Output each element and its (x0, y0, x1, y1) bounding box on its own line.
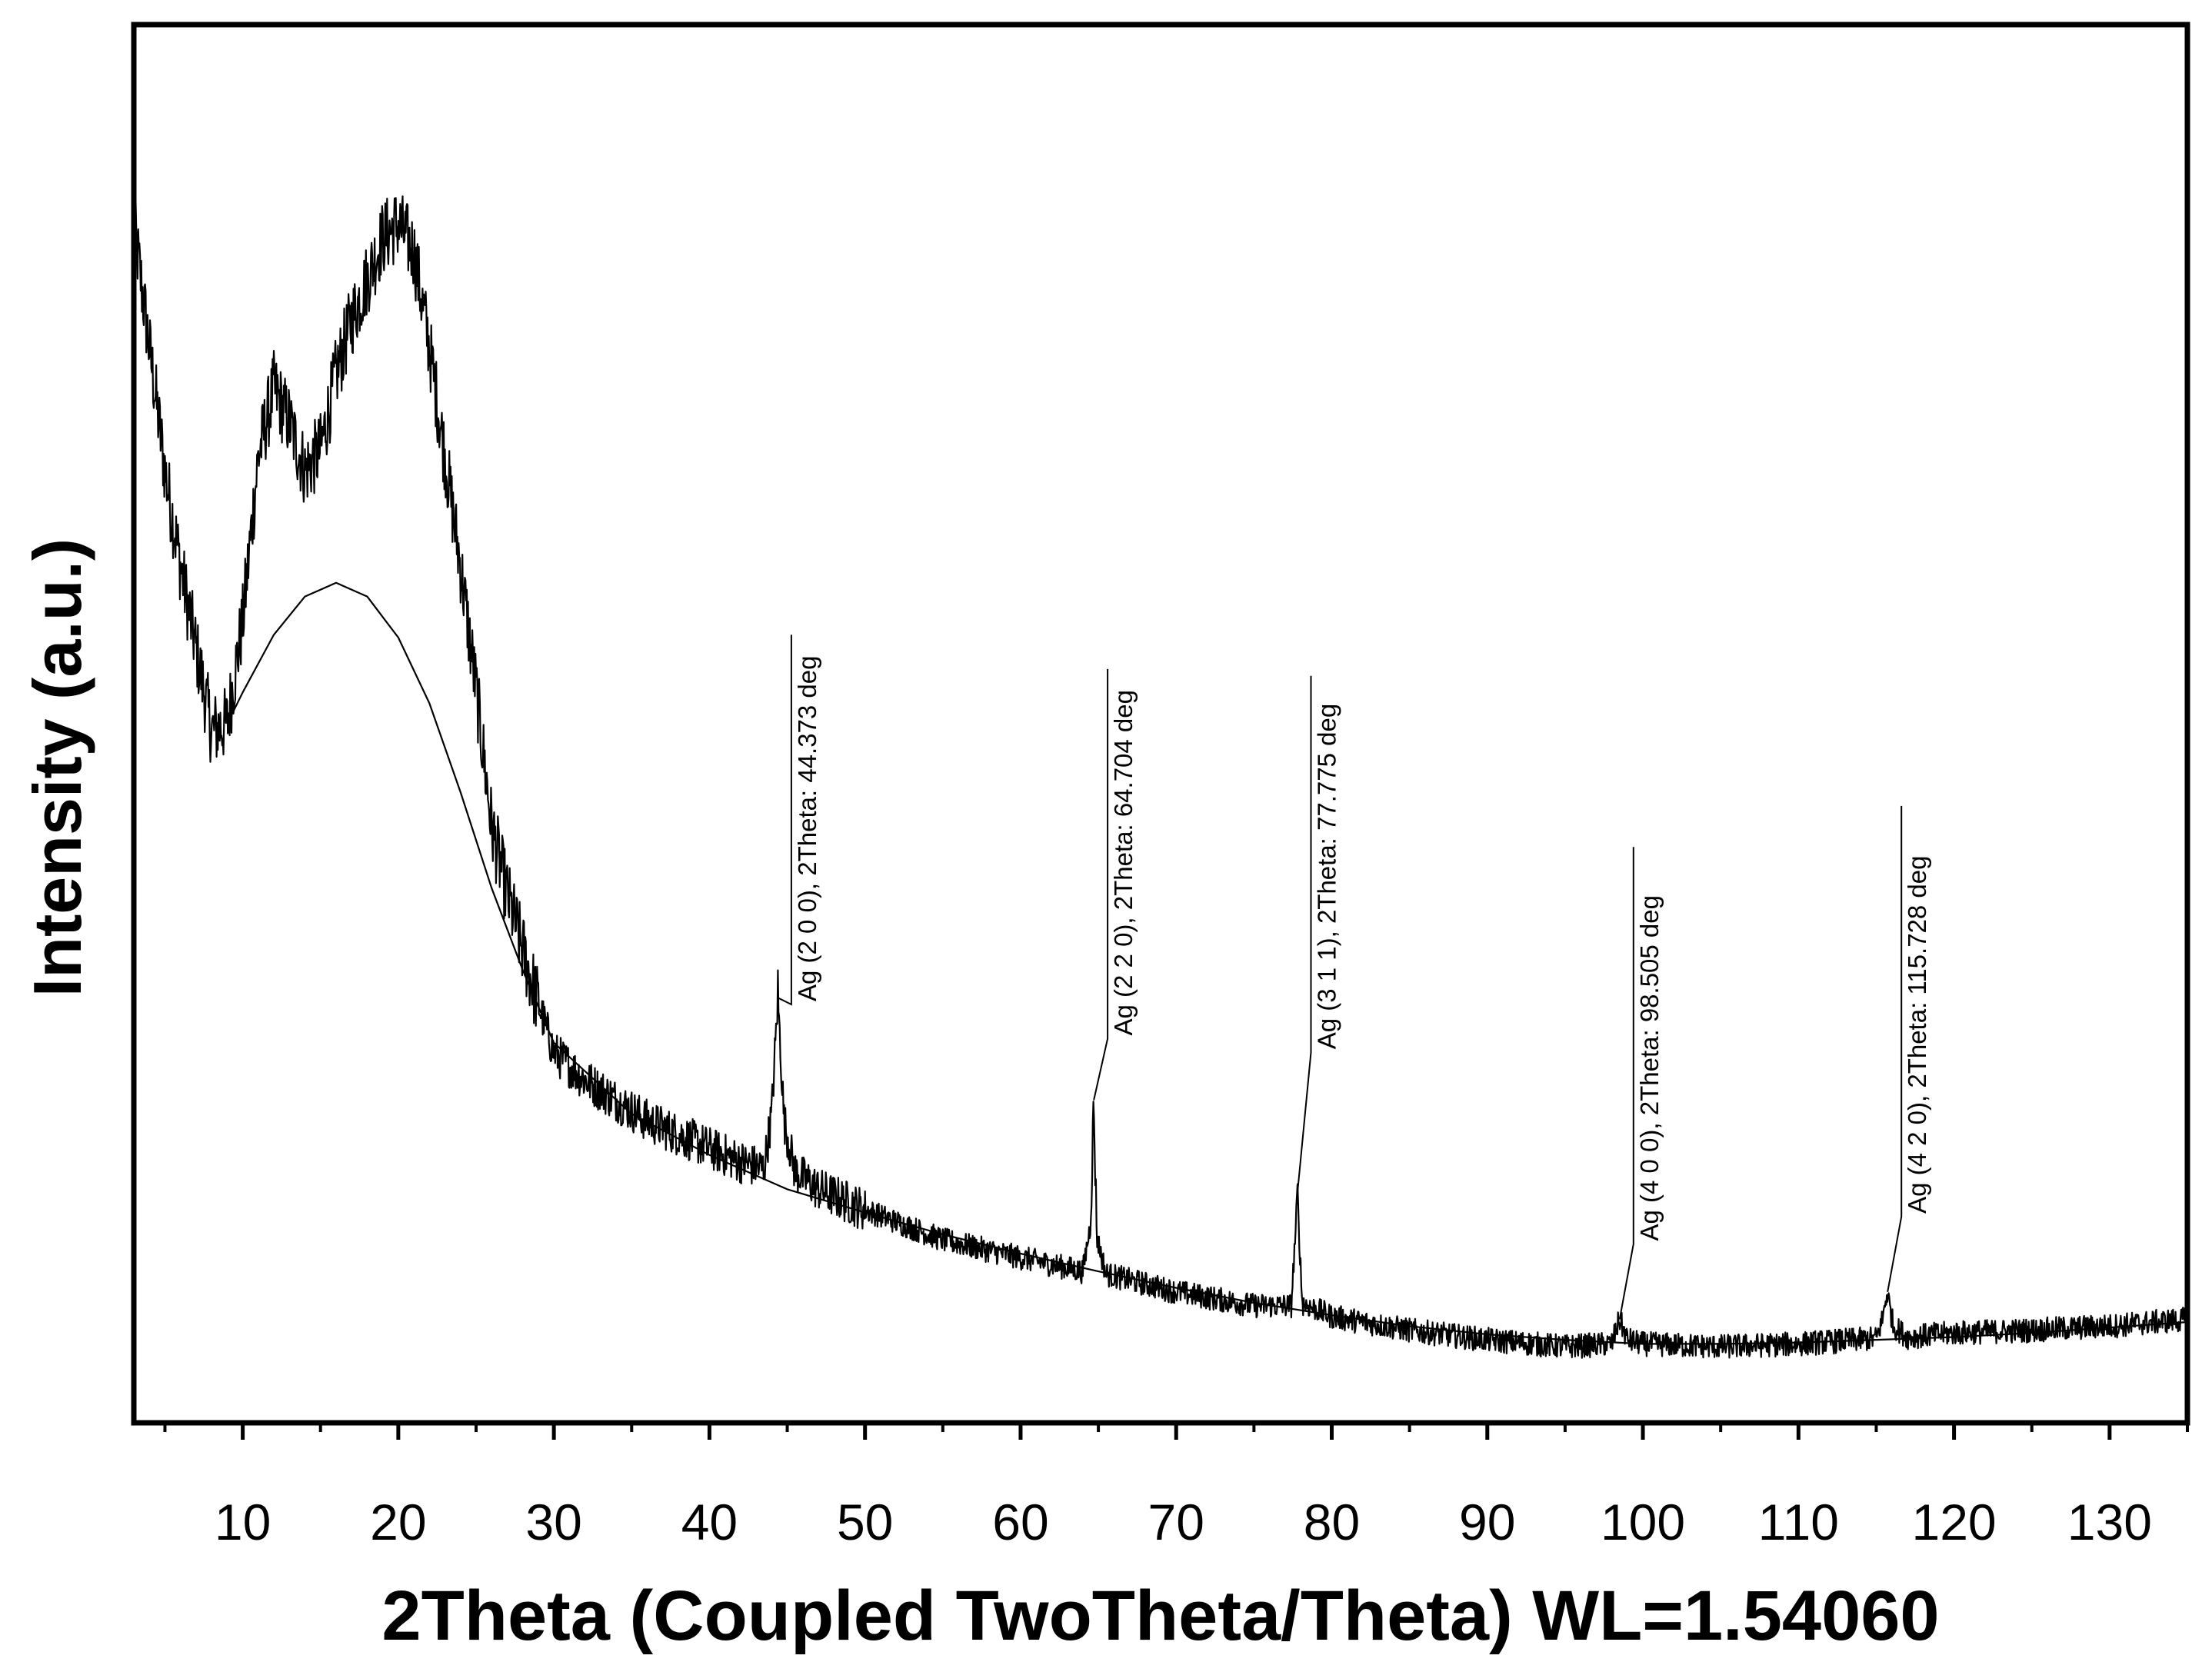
x-tick-label: 10 (215, 1494, 271, 1550)
peak-annotation: Ag (2 2 0), 2Theta: 64.704 deg (1093, 668, 1138, 1101)
x-tick-label: 90 (1459, 1494, 1515, 1550)
y-axis-title: Intensity (a.u.) (19, 538, 95, 998)
x-axis-title: 2Theta (Coupled TwoTheta/Theta) WL=1.540… (381, 1577, 1939, 1655)
plot-frame (131, 22, 2190, 1426)
x-tick-label: 30 (525, 1494, 581, 1550)
annotation-layer: Ag (2 0 0), 2Theta: 44.373 deg Ag (2 2 0)… (777, 634, 1931, 1320)
x-tick-label: 50 (837, 1494, 893, 1550)
peak-label: Ag (2 2 0), 2Theta: 64.704 deg (1109, 690, 1138, 1035)
peak-leader-line (1618, 847, 1634, 1320)
peak-annotation: Ag (4 0 0), 2Theta: 98.505 deg (1618, 847, 1664, 1320)
x-tick-label: 60 (992, 1494, 1048, 1550)
series-line-measured (134, 195, 2187, 1359)
series-layer (134, 195, 2187, 1359)
x-tick-label: 120 (1912, 1494, 1997, 1550)
peak-leader-line (1093, 668, 1109, 1101)
peak-annotation: Ag (2 0 0), 2Theta: 44.373 deg (777, 634, 821, 1006)
peak-label: Ag (3 1 1), 2Theta: 77.775 deg (1313, 704, 1341, 1049)
peak-label: Ag (4 2 0), 2Theta: 115.728 deg (1903, 856, 1931, 1214)
peak-leader-line (1296, 675, 1312, 1197)
peak-leader-line (1887, 805, 1903, 1292)
peak-label: Ag (2 0 0), 2Theta: 44.373 deg (793, 656, 821, 1001)
x-tick-label: 110 (1758, 1494, 1839, 1550)
peak-annotation: Ag (4 2 0), 2Theta: 115.728 deg (1887, 805, 1931, 1292)
x-tick-label: 100 (1601, 1494, 1685, 1550)
series-line-background (226, 581, 2187, 1345)
x-tick-label: 130 (2067, 1494, 2152, 1550)
x-axis-ticks: 10 20 30 40 50 60 70 80 90 100 110 120 130 (163, 1423, 2189, 1550)
x-tick-label: 20 (370, 1494, 426, 1550)
x-tick-label: 40 (681, 1494, 738, 1550)
peak-label: Ag (4 0 0), 2Theta: 98.505 deg (1635, 895, 1664, 1241)
x-tick-label: 70 (1148, 1494, 1204, 1550)
x-tick-label: 80 (1304, 1494, 1360, 1550)
peak-leader-line (777, 634, 792, 1006)
peak-annotation: Ag (3 1 1), 2Theta: 77.775 deg (1296, 675, 1341, 1197)
